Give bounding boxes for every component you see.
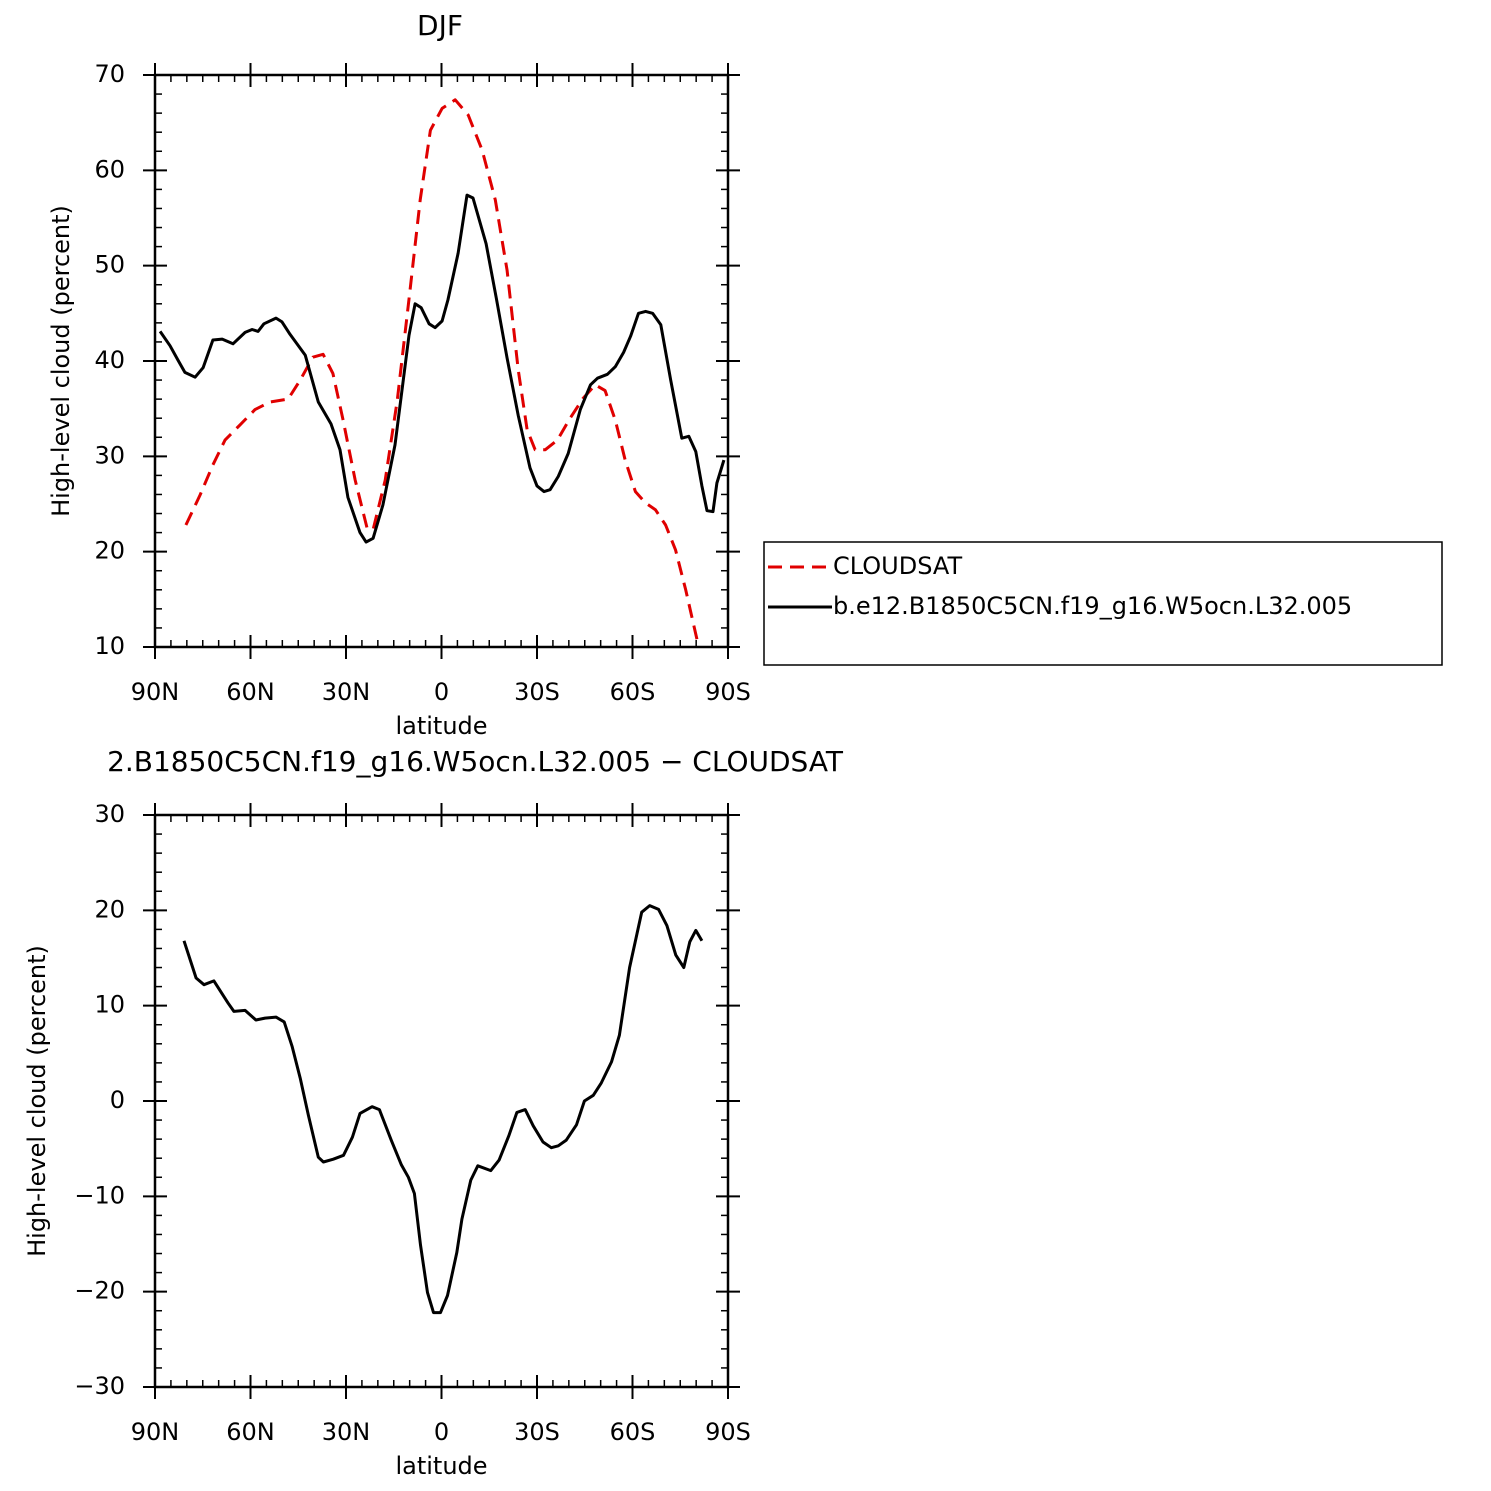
x-axis-label: latitude [395,712,487,740]
y-tick-label: 40 [94,346,125,374]
y-tick-label: 30 [94,441,125,469]
x-tick-label: 60N [226,678,275,706]
y-tick-label: −30 [74,1372,125,1400]
x-tick-label: 90S [705,1418,751,1446]
x-tick-label: 30N [322,1418,371,1446]
chart-title: 2.B1850C5CN.f19_g16.W5ocn.L32.005 − CLOU… [107,745,844,778]
x-tick-label: 30S [514,1418,560,1446]
y-tick-label: 0 [110,1086,125,1114]
legend-label: CLOUDSAT [833,552,962,580]
plot-frame [153,813,730,1389]
legend-box [763,541,1443,666]
x-tick-label: 60S [610,1418,656,1446]
x-tick-label: 30N [322,678,371,706]
x-tick-label: 30S [514,678,560,706]
series-line [158,193,726,544]
y-tick-label: 10 [94,632,125,660]
x-tick-label: 60S [610,678,656,706]
x-tick-label: 0 [434,1418,449,1446]
series-line [184,98,701,648]
series-line [182,904,704,1315]
y-tick-label: 50 [94,251,125,279]
legend-label: b.e12.B1850C5CN.f19_g16.W5ocn.L32.005 [833,592,1352,620]
plot-frame [153,73,730,649]
x-tick-label: 60N [226,1418,275,1446]
y-axis-label: High-level cloud (percent) [47,205,75,517]
y-tick-label: 70 [94,60,125,88]
y-axis-label: High-level cloud (percent) [23,945,51,1257]
y-tick-label: −20 [74,1277,125,1305]
y-tick-label: 30 [94,800,125,828]
y-tick-label: −10 [74,1181,125,1209]
x-tick-label: 90N [131,678,180,706]
x-tick-label: 90S [705,678,751,706]
x-tick-label: 90N [131,1418,180,1446]
x-axis-label: latitude [395,1452,487,1480]
y-tick-label: 20 [94,895,125,923]
y-tick-label: 10 [94,991,125,1019]
y-tick-label: 20 [94,537,125,565]
x-tick-label: 0 [434,678,449,706]
chart-title: DJF [417,9,463,42]
y-tick-label: 60 [94,155,125,183]
